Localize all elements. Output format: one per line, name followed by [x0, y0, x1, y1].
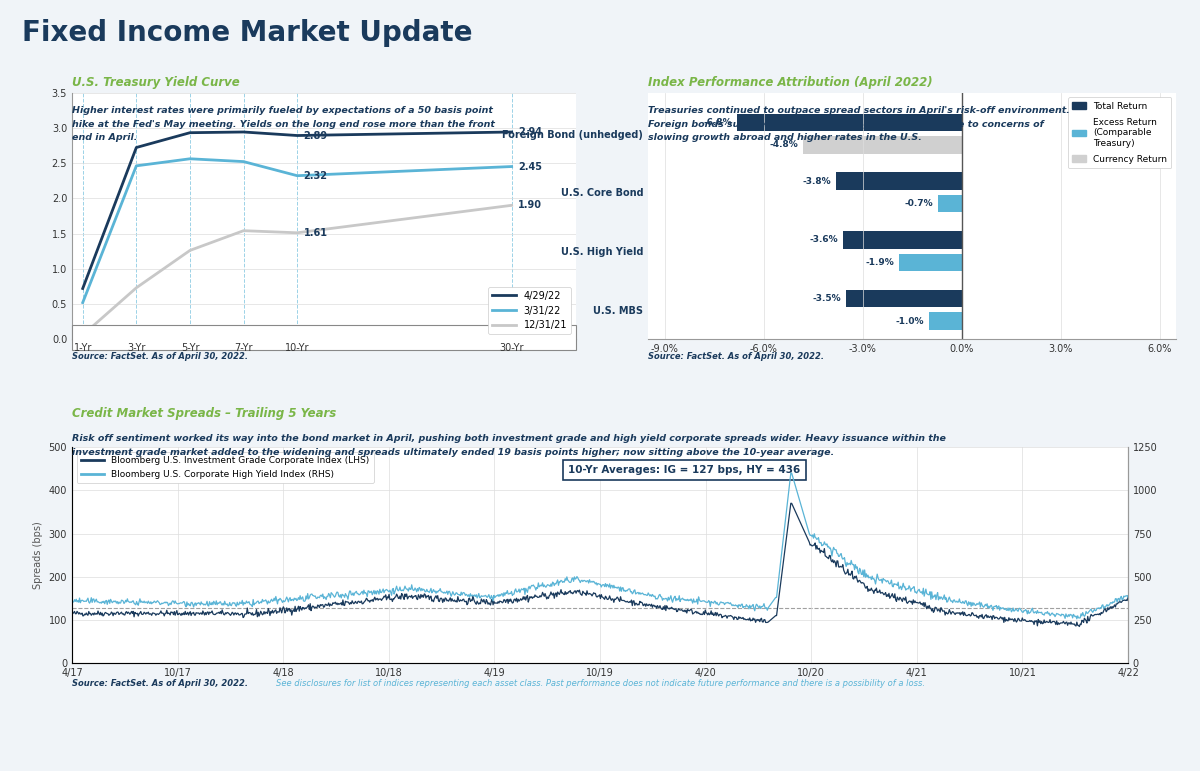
- Line: 3/31/22: 3/31/22: [83, 159, 511, 302]
- Text: 7-Yr: 7-Yr: [234, 343, 253, 353]
- Text: 2.94: 2.94: [518, 127, 542, 137]
- 4/29/22: [290, 131, 305, 140]
- Bloomberg U.S. Corporate High Yield Index (RHS): [1069, 614, 1084, 624]
- Bloomberg U.S. Investment Grade Corporate Index (LHS): [221, 608, 235, 618]
- Text: -3.5%: -3.5%: [812, 294, 841, 303]
- Text: Index Performance Attribution (April 2022): Index Performance Attribution (April 202…: [648, 76, 932, 89]
- Text: Higher interest rates were primarily fueled by expectations of a 50 basis point: Higher interest rates were primarily fue…: [72, 106, 493, 115]
- Text: -0.7%: -0.7%: [905, 199, 934, 208]
- Bloomberg U.S. Investment Grade Corporate Index (LHS): [916, 598, 930, 608]
- Bloomberg U.S. Investment Grade Corporate Index (LHS): [1121, 591, 1135, 601]
- Bloomberg U.S. Corporate High Yield Index (RHS): [628, 585, 642, 594]
- Text: slowing growth abroad and higher rates in the U.S.: slowing growth abroad and higher rates i…: [648, 133, 922, 143]
- Bar: [737, 113, 961, 131]
- Text: -3.8%: -3.8%: [803, 177, 832, 186]
- Line: 12/31/21: 12/31/21: [83, 205, 511, 335]
- 12/31/21: [182, 246, 197, 255]
- Text: 2.45: 2.45: [518, 162, 542, 171]
- Bloomberg U.S. Investment Grade Corporate Index (LHS): [65, 608, 79, 618]
- 12/31/21: [290, 228, 305, 237]
- 12/31/21: [504, 200, 518, 210]
- Text: -1.0%: -1.0%: [895, 317, 924, 325]
- 4/29/22: [182, 128, 197, 137]
- Text: Fixed Income Market Update: Fixed Income Market Update: [22, 19, 472, 47]
- 12/31/21: [236, 226, 251, 235]
- Bar: [836, 173, 961, 190]
- Text: 10-Yr Averages: IG = 127 bps, HY = 436: 10-Yr Averages: IG = 127 bps, HY = 436: [569, 465, 800, 475]
- 4/29/22: [76, 284, 90, 293]
- Bar: [842, 231, 961, 248]
- Bar: [803, 136, 961, 153]
- Text: Source: FactSet. As of April 30, 2022.: Source: FactSet. As of April 30, 2022.: [648, 352, 824, 361]
- Line: Bloomberg U.S. Investment Grade Corporate Index (LHS): Bloomberg U.S. Investment Grade Corporat…: [72, 503, 1128, 627]
- Text: -1.9%: -1.9%: [865, 258, 894, 267]
- Text: -3.6%: -3.6%: [809, 235, 838, 244]
- Text: 5-Yr: 5-Yr: [181, 343, 199, 353]
- Text: Source: FactSet. As of April 30, 2022.: Source: FactSet. As of April 30, 2022.: [72, 679, 248, 689]
- Bar: [929, 312, 961, 330]
- Text: end in April.: end in April.: [72, 133, 137, 143]
- Bloomberg U.S. Corporate High Yield Index (RHS): [1121, 593, 1135, 602]
- Legend: Total Return, Excess Return
(Comparable
Treasury), Currency Return: Total Return, Excess Return (Comparable …: [1068, 97, 1171, 168]
- Bloomberg U.S. Investment Grade Corporate Index (LHS): [1072, 622, 1086, 631]
- Bloomberg U.S. Investment Grade Corporate Index (LHS): [812, 544, 827, 553]
- Text: investment grade market added to the widening and spreads ultimately ended 19 ba: investment grade market added to the wid…: [72, 448, 834, 457]
- 3/31/22: [130, 161, 144, 170]
- Text: See disclosures for list of indices representing each asset class. Past performa: See disclosures for list of indices repr…: [276, 679, 925, 689]
- Text: Source: FactSet. As of April 30, 2022.: Source: FactSet. As of April 30, 2022.: [72, 352, 248, 361]
- 3/31/22: [290, 171, 305, 180]
- Bloomberg U.S. Corporate High Yield Index (RHS): [784, 469, 798, 478]
- 3/31/22: [76, 298, 90, 307]
- Text: U.S. Treasury Yield Curve: U.S. Treasury Yield Curve: [72, 76, 240, 89]
- 12/31/21: [130, 283, 144, 292]
- Bar: [938, 195, 961, 212]
- Text: 3-Yr: 3-Yr: [127, 343, 145, 353]
- Bloomberg U.S. Corporate High Yield Index (RHS): [916, 584, 930, 593]
- Bloomberg U.S. Corporate High Yield Index (RHS): [788, 480, 803, 490]
- 4/29/22: [504, 127, 518, 136]
- Line: Bloomberg U.S. Corporate High Yield Index (RHS): Bloomberg U.S. Corporate High Yield Inde…: [72, 473, 1128, 619]
- Legend: 4/29/22, 3/31/22, 12/31/21: 4/29/22, 3/31/22, 12/31/21: [487, 287, 571, 335]
- Text: Credit Market Spreads – Trailing 5 Years: Credit Market Spreads – Trailing 5 Years: [72, 407, 336, 420]
- Bloomberg U.S. Corporate High Yield Index (RHS): [323, 591, 337, 600]
- Text: 10-Yr: 10-Yr: [284, 343, 310, 353]
- Bloomberg U.S. Investment Grade Corporate Index (LHS): [788, 506, 803, 515]
- Y-axis label: Spreads (bps): Spreads (bps): [34, 521, 43, 589]
- 12/31/21: [76, 331, 90, 340]
- Text: 1.61: 1.61: [304, 227, 328, 237]
- Text: 1.90: 1.90: [518, 200, 542, 210]
- Text: 2.89: 2.89: [304, 130, 328, 140]
- Text: 2.32: 2.32: [304, 170, 328, 180]
- Text: -4.8%: -4.8%: [769, 140, 798, 150]
- Bloomberg U.S. Corporate High Yield Index (RHS): [812, 538, 827, 547]
- Line: 4/29/22: 4/29/22: [83, 132, 511, 288]
- FancyBboxPatch shape: [72, 325, 576, 350]
- Bloomberg U.S. Investment Grade Corporate Index (LHS): [784, 499, 798, 508]
- 3/31/22: [504, 162, 518, 171]
- Bloomberg U.S. Investment Grade Corporate Index (LHS): [323, 601, 337, 611]
- Text: Treasuries continued to outpace spread sectors in April's risk-off environment.: Treasuries continued to outpace spread s…: [648, 106, 1070, 115]
- Text: hike at the Fed's May meeting. Yields on the long end rose more than the front: hike at the Fed's May meeting. Yields on…: [72, 120, 494, 129]
- Bloomberg U.S. Corporate High Yield Index (RHS): [65, 598, 79, 608]
- 4/29/22: [130, 143, 144, 152]
- Bar: [899, 254, 961, 271]
- Bar: [846, 290, 961, 308]
- Text: 30-Yr: 30-Yr: [499, 343, 524, 353]
- Text: Risk off sentiment worked its way into the bond market in April, pushing both in: Risk off sentiment worked its way into t…: [72, 434, 946, 443]
- Bloomberg U.S. Corporate High Yield Index (RHS): [221, 601, 235, 611]
- 4/29/22: [236, 127, 251, 136]
- 3/31/22: [182, 154, 197, 163]
- 3/31/22: [236, 157, 251, 167]
- Bloomberg U.S. Investment Grade Corporate Index (LHS): [628, 601, 642, 610]
- Text: Foreign bonds suffered as the US dollar gained ground due to concerns of: Foreign bonds suffered as the US dollar …: [648, 120, 1044, 129]
- Legend: Bloomberg U.S. Investment Grade Corporate Index (LHS), Bloomberg U.S. Corporate : Bloomberg U.S. Investment Grade Corporat…: [77, 452, 373, 483]
- Text: 1-Yr: 1-Yr: [73, 343, 92, 353]
- Text: -6.8%: -6.8%: [703, 118, 732, 127]
